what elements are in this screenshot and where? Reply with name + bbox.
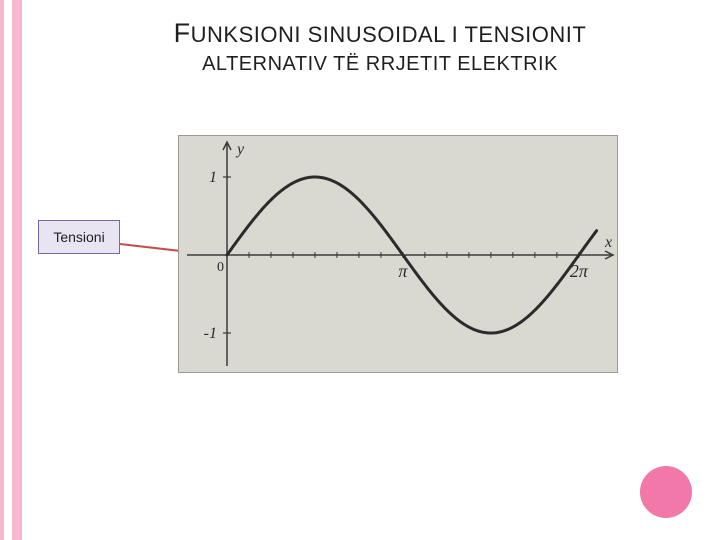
accent-dot-icon	[640, 466, 692, 518]
svg-text:0: 0	[217, 260, 224, 275]
sine-chart-svg: 1-1π2πyx0	[179, 136, 619, 374]
title-line-1: FUNKSIONI SINUSOIDAL I TENSIONIT	[100, 18, 660, 49]
svg-text:y: y	[235, 141, 245, 158]
svg-text:-1: -1	[204, 325, 217, 342]
title-rest: UNKSIONI SINUSOIDAL I TENSIONIT	[191, 22, 587, 47]
slide-title: FUNKSIONI SINUSOIDAL I TENSIONIT ALTERNA…	[100, 18, 660, 76]
svg-text:π: π	[398, 261, 408, 281]
callout-label-text: Tensioni	[53, 229, 104, 245]
svg-text:x: x	[604, 234, 612, 251]
title-line-2: ALTERNATIV TË RRJETIT ELEKTRIK	[100, 53, 660, 76]
svg-text:1: 1	[209, 169, 217, 186]
decor-stripe	[12, 0, 22, 540]
sine-chart: 1-1π2πyx0	[178, 135, 618, 373]
decor-stripe	[22, 0, 32, 540]
decor-stripe	[4, 0, 12, 540]
callout-label: Tensioni	[38, 220, 120, 254]
title-drop-cap: F	[174, 18, 191, 48]
